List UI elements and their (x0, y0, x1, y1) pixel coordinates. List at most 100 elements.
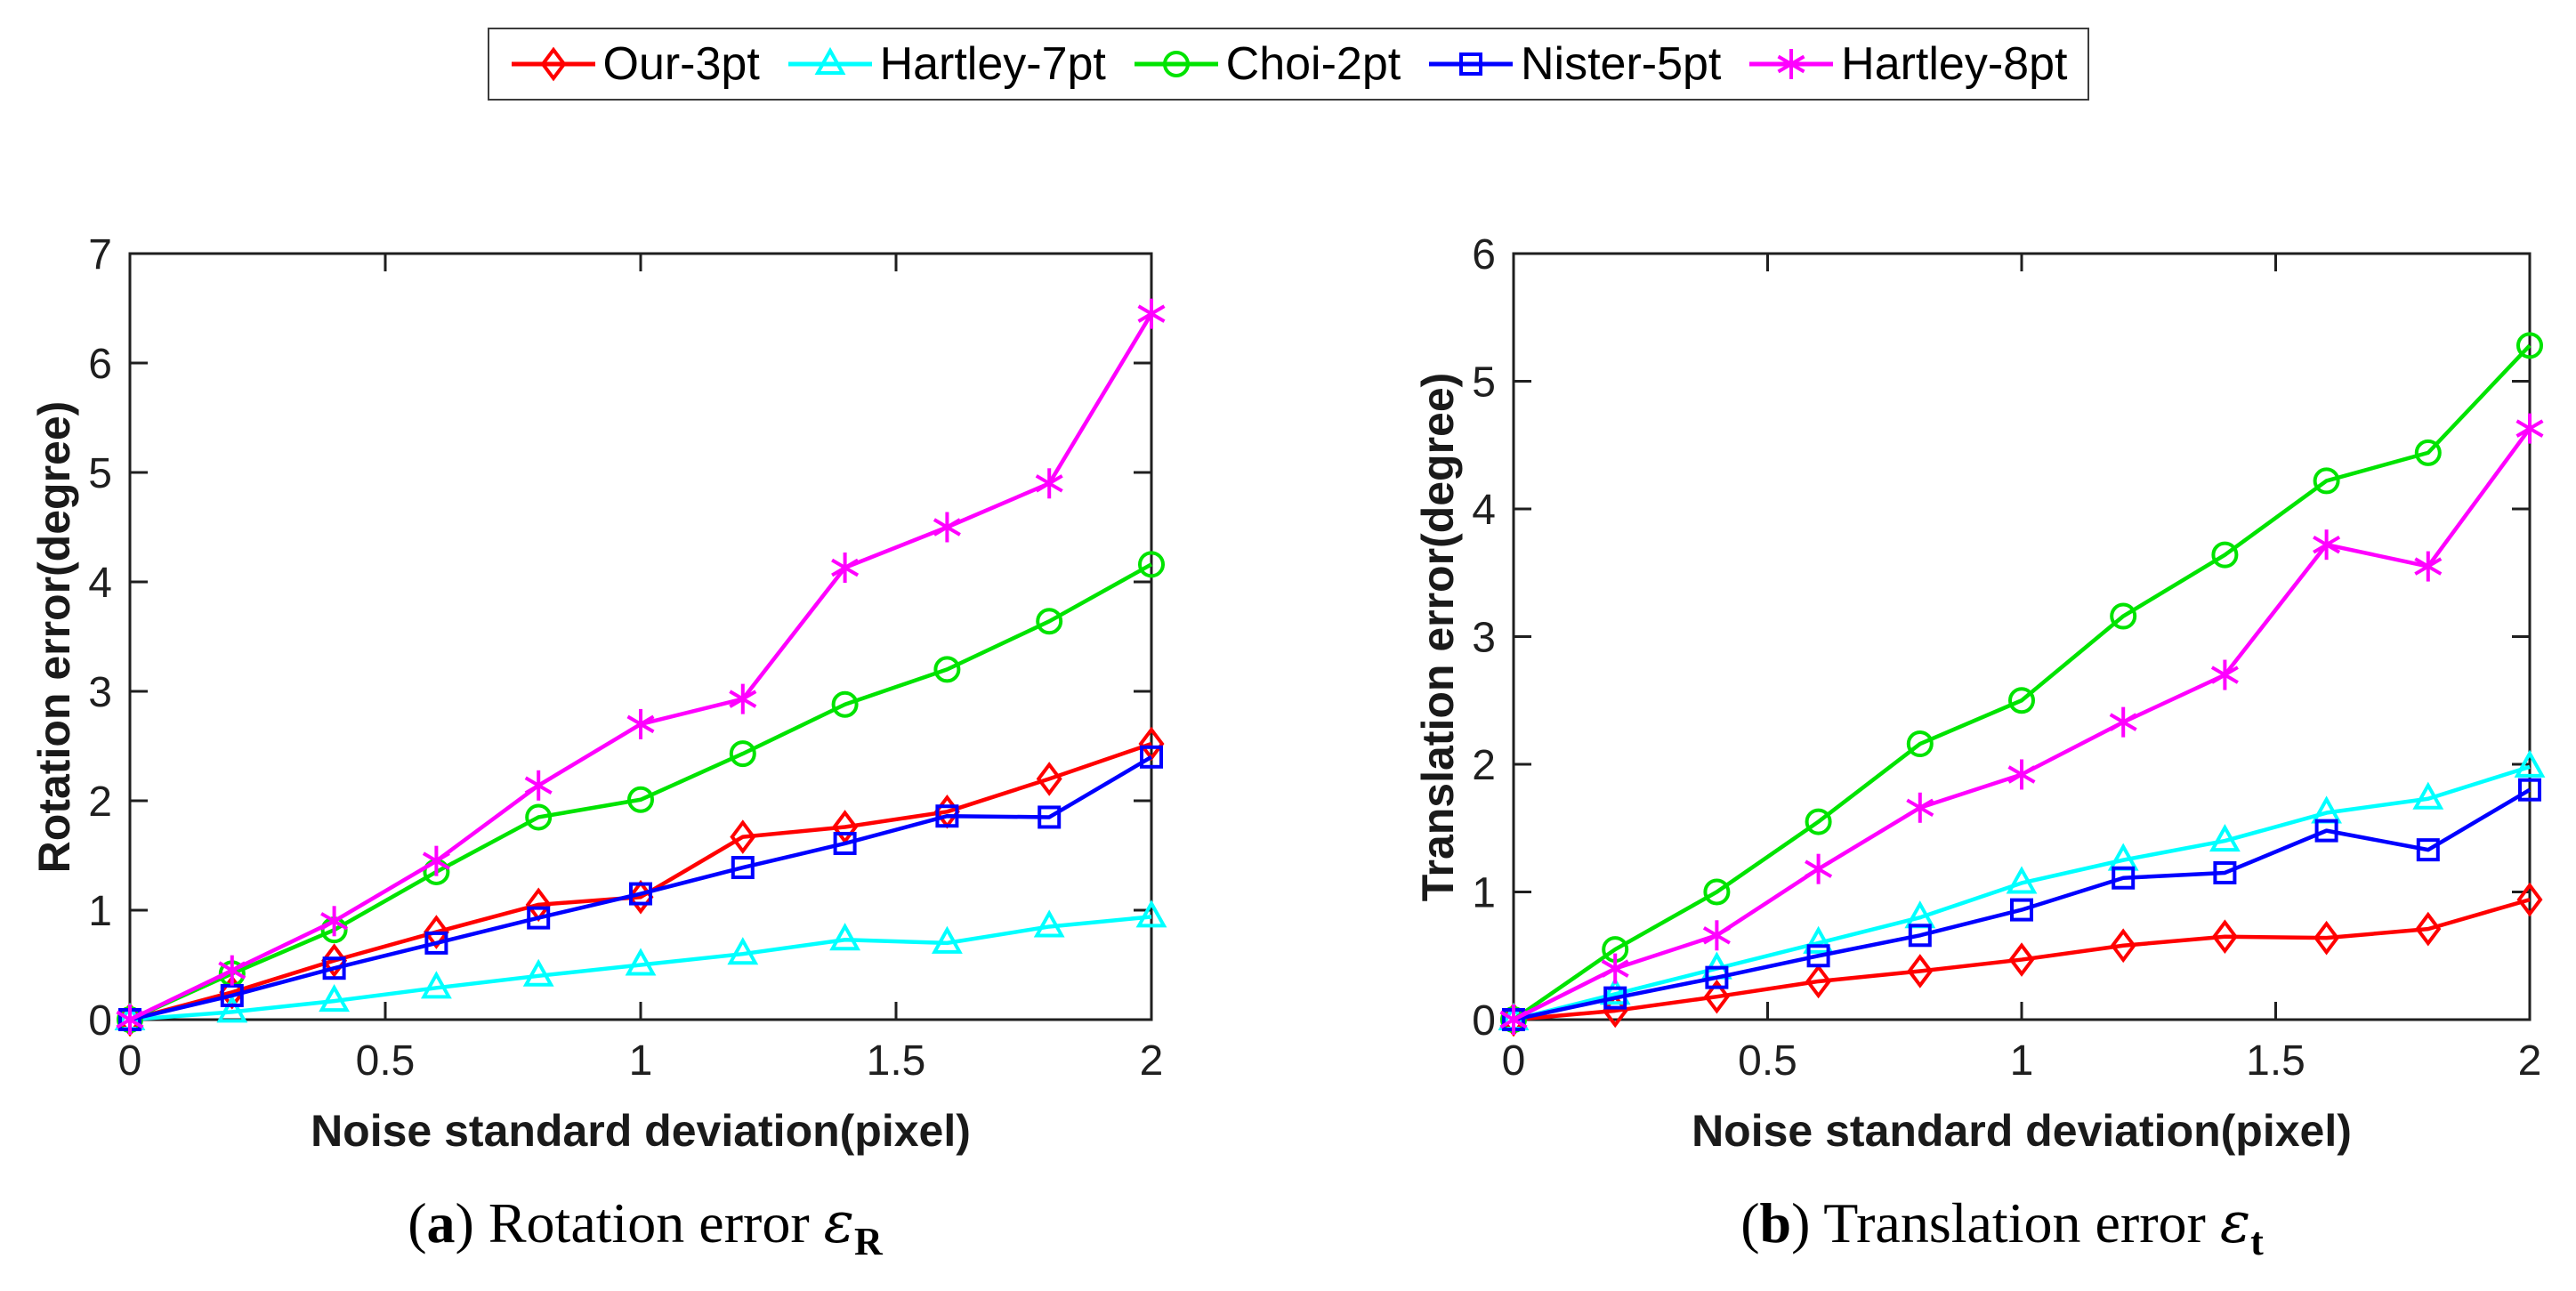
rotation-ylabel: Rotation error(degree) (29, 401, 79, 874)
diamond-legend-swatch (511, 46, 595, 82)
triangle-marker-icon (1135, 900, 1167, 928)
legend-label: Hartley-8pt (1841, 38, 2068, 90)
y-tick-label: 0 (1472, 997, 1496, 1045)
series-line (129, 754, 1153, 1022)
legend-item-hartley-7pt: Hartley-7pt (786, 39, 1106, 89)
series-line (129, 741, 1152, 1022)
asterisk-legend-swatch (1749, 49, 1834, 79)
series-line (1513, 787, 2532, 1022)
series-line (1513, 897, 2531, 1022)
circle-marker-icon (1162, 51, 1190, 77)
triangle-marker-icon (727, 937, 759, 965)
circle-marker-icon (2414, 439, 2442, 466)
x-tick-label: 1.5 (2246, 1037, 2305, 1085)
triangle-marker-icon (2514, 749, 2546, 778)
rotation-xlabel: Noise standard deviation(pixel) (311, 1106, 971, 1156)
square-marker-icon (2010, 898, 2033, 922)
circle-marker-icon (2211, 541, 2239, 569)
series-nister-5pt (1502, 778, 2541, 1031)
diamond-marker-icon (1907, 954, 1934, 988)
x-tick-label: 2 (2518, 1037, 2542, 1085)
legend-label: Hartley-7pt (879, 38, 1106, 90)
caption-b-letter: b (1759, 1191, 1792, 1255)
asterisk-marker-icon (2414, 551, 2443, 582)
y-tick-label: 4 (88, 560, 112, 607)
triangle-marker-icon (814, 46, 845, 75)
series-hartley-7pt (1498, 749, 2546, 1030)
y-tick-label: 6 (88, 341, 112, 388)
square-marker-icon (1806, 944, 1830, 968)
rotation-error-chart: Rotation error(degree) Noise standard de… (29, 231, 1167, 1156)
legend-item-nister-5pt: Nister-5pt (1426, 39, 1721, 89)
legend-label: Our-3pt (602, 38, 760, 90)
x-tick-label: 0 (118, 1037, 142, 1085)
asterisk-marker-icon (2007, 759, 2036, 790)
asterisk-marker-icon (1805, 853, 1833, 884)
diamond-marker-icon (2314, 920, 2340, 956)
diamond-marker-icon (2110, 928, 2136, 964)
caption-b-epsilon: ε (2219, 1190, 2251, 1256)
square-marker-icon (1140, 745, 1163, 769)
circle-marker-icon (933, 656, 961, 683)
circle-marker-icon (2516, 332, 2543, 359)
series-hartley-8pt (116, 298, 1166, 1035)
series-line (129, 562, 1153, 1022)
square-marker-icon (2416, 838, 2440, 862)
x-tick-label: 1 (2010, 1037, 2034, 1085)
asterisk-marker-icon (2210, 659, 2239, 690)
circle-marker-icon (1036, 608, 1063, 635)
caption-a-paren: ( (408, 1191, 427, 1255)
asterisk-marker-icon (2109, 706, 2137, 738)
square-marker-icon (1458, 52, 1482, 76)
asterisk-marker-icon (831, 553, 860, 584)
square-marker-icon (2314, 819, 2338, 843)
x-tick-label: 1 (629, 1037, 653, 1085)
square-marker-icon (527, 906, 551, 930)
triangle-marker-icon (931, 925, 963, 954)
x-tick-label: 0.5 (1738, 1037, 1797, 1085)
series-choi-2pt (1500, 332, 2543, 1033)
series-hartley-8pt (1499, 413, 2544, 1035)
triangle-marker-icon (216, 995, 248, 1023)
legend-item-choi-2pt: Choi-2pt (1132, 39, 1401, 89)
circle-marker-icon (2110, 602, 2137, 630)
caption-rotation-error: (a) Rotation error εR (4, 1190, 1286, 1261)
diamond-marker-icon (1805, 964, 1832, 999)
triangle-marker-icon (2006, 866, 2038, 894)
diamond-marker-icon (321, 943, 348, 978)
series-line (1512, 343, 2532, 1021)
y-tick-label: 6 (1472, 231, 1496, 278)
diamond-marker-icon (423, 915, 449, 949)
square-marker-icon (629, 882, 652, 906)
legend-label: Nister-5pt (1520, 38, 1722, 90)
triangle-marker-icon (2209, 824, 2241, 852)
series-our-3pt (117, 726, 1165, 1037)
y-tick-label: 0 (88, 997, 112, 1045)
circle-marker-icon (1805, 808, 1832, 835)
triangle-marker-icon (2412, 781, 2444, 810)
square-marker-icon (2112, 866, 2136, 890)
asterisk-marker-icon (626, 708, 655, 739)
circle-marker-icon (831, 690, 859, 718)
triangle-marker-icon (625, 948, 657, 976)
diamond-marker-icon (832, 810, 859, 844)
triangle-marker-icon (1803, 925, 1835, 954)
series-line (1513, 764, 2531, 1022)
square-legend-swatch (1428, 52, 1513, 76)
series-line (1512, 427, 2532, 1022)
square-marker-icon (322, 956, 346, 980)
asterisk-marker-icon (1777, 49, 1805, 79)
diamond-marker-icon (540, 46, 566, 82)
caption-b-text: ) Translation error (1791, 1191, 2220, 1255)
diamond-marker-icon (2516, 882, 2543, 917)
asterisk-marker-icon (2515, 413, 2544, 444)
translation-error-chart: Translation error(degree) Noise standard… (1413, 231, 2546, 1156)
diamond-marker-icon (2415, 911, 2442, 947)
y-tick-label: 1 (1472, 870, 1496, 917)
diamond-marker-icon (2008, 942, 2035, 977)
asterisk-marker-icon (1499, 1005, 1528, 1035)
caption-translation-error: (b) Translation error εt (1361, 1190, 2576, 1261)
asterisk-marker-icon (2313, 529, 2341, 561)
triangle-marker-icon (522, 958, 554, 987)
